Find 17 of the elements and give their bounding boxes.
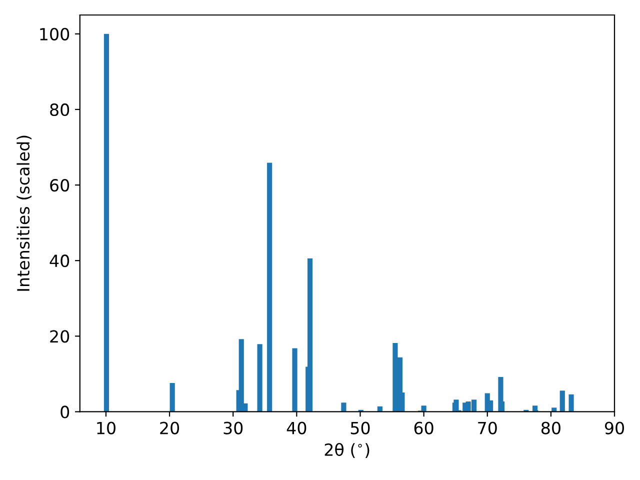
y-tick-label: 100 xyxy=(40,28,70,40)
x-tick-label: 40 xyxy=(286,422,306,434)
y-tick-label: 20 xyxy=(50,330,70,343)
x-tick-label: 60 xyxy=(414,422,434,434)
y-tick-label: 80 xyxy=(50,103,70,116)
x-tick-label: 20 xyxy=(160,422,180,434)
x-tick-label: 50 xyxy=(350,422,370,434)
x-tick-label: 70 xyxy=(478,422,497,434)
x-tick-label: 80 xyxy=(541,422,560,434)
y-tick-label: 40 xyxy=(50,254,70,268)
x-axis-title: 2θ ($^{∘}$) xyxy=(324,442,370,458)
y-tick-label: 0 xyxy=(60,406,70,418)
y-axis-title: Intensities (scaled) xyxy=(16,136,32,291)
x-tick-label: 90 xyxy=(604,422,624,434)
y-tick-label: 60 xyxy=(50,178,70,192)
x-tick-label: 30 xyxy=(224,422,243,434)
x-tick-label: 10 xyxy=(97,422,116,434)
